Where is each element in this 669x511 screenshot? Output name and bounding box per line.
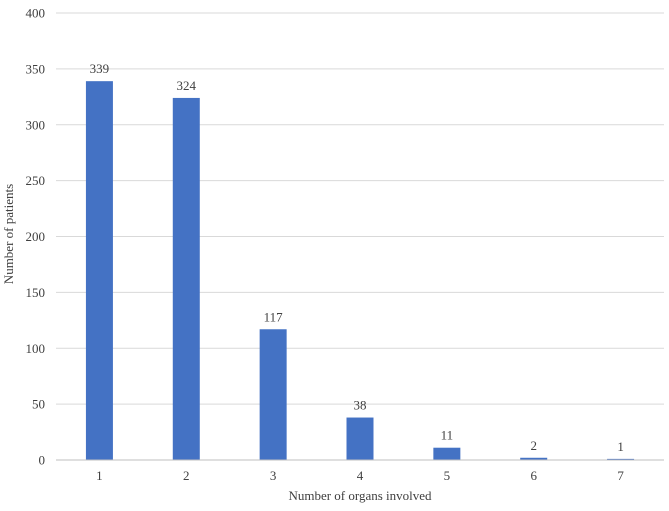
y-tick-label: 350 (26, 61, 46, 76)
data-label: 117 (264, 309, 284, 324)
y-tick-label: 50 (32, 397, 45, 412)
x-tick-label: 4 (357, 468, 364, 483)
bar-2 (172, 97, 200, 461)
y-tick-label: 150 (26, 285, 46, 300)
y-tick-label: 400 (26, 6, 46, 21)
x-axis-title: Number of organs involved (288, 488, 432, 503)
y-axis-title: Number of patients (1, 184, 16, 284)
bars (85, 81, 635, 461)
gridlines (56, 12, 664, 405)
bar-6 (520, 457, 548, 460)
x-tick-label: 6 (530, 468, 537, 483)
y-tick-label: 300 (26, 117, 46, 132)
bar-4 (346, 417, 374, 460)
y-tick-label: 250 (26, 173, 46, 188)
x-tick-label: 1 (96, 468, 103, 483)
data-label: 324 (177, 78, 197, 93)
x-tick-label: 2 (183, 468, 190, 483)
y-tick-label: 0 (39, 453, 46, 468)
data-label: 11 (441, 428, 454, 443)
bar-1 (85, 81, 113, 460)
data-label: 339 (90, 61, 110, 76)
bar-3 (259, 329, 287, 460)
bar-7 (607, 458, 635, 460)
bar-5 (433, 447, 461, 460)
labels: 0501001502002503003504001339232431174385… (26, 6, 625, 484)
data-label: 2 (530, 438, 537, 453)
x-tick-label: 5 (444, 468, 451, 483)
x-tick-label: 7 (617, 468, 624, 483)
y-tick-label: 100 (26, 341, 46, 356)
x-tick-label: 3 (270, 468, 277, 483)
data-label: 38 (354, 398, 367, 413)
y-tick-label: 200 (26, 229, 46, 244)
data-label: 1 (617, 439, 624, 454)
